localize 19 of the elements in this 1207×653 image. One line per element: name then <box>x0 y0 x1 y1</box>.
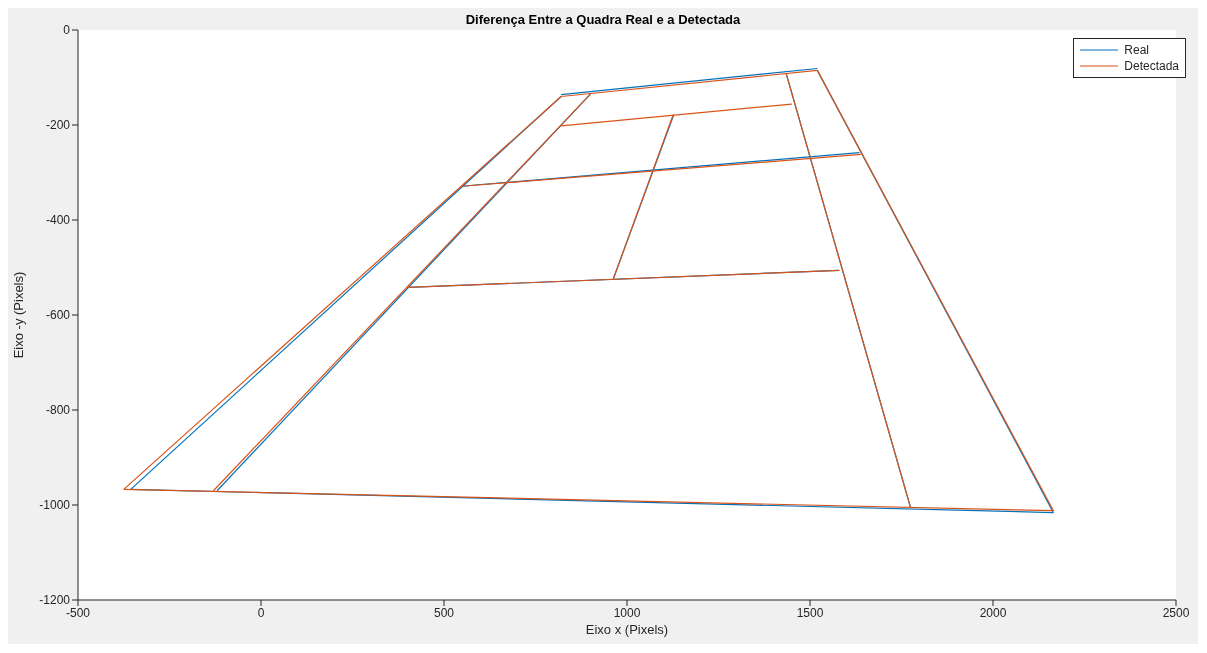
x-tick-label: 2000 <box>979 605 1007 620</box>
x-tick-label: -500 <box>65 605 91 620</box>
y-tick-label: -600 <box>45 308 71 323</box>
y-tick-label: -200 <box>45 118 71 133</box>
chart-title: Diferença Entre a Quadra Real e a Detectada <box>465 12 741 27</box>
y-tick-label: -800 <box>45 403 71 418</box>
x-axis-title: Eixo x (Pixels) <box>585 622 669 637</box>
x-tick-label: 1000 <box>613 605 641 620</box>
x-tick-label: 2500 <box>1162 605 1190 620</box>
y-axis-title: Eixo -y (Pixels) <box>10 271 26 359</box>
y-tick-label: -400 <box>45 213 71 228</box>
x-tick-label: 1500 <box>796 605 824 620</box>
legend-label: Detectada <box>1124 58 1179 74</box>
x-tick-label: 0 <box>257 605 265 620</box>
y-tick-label: -1200 <box>39 593 71 608</box>
y-tick-label: 0 <box>63 23 71 38</box>
y-tick-label: -1000 <box>39 498 71 513</box>
x-tick-label: 500 <box>433 605 455 620</box>
legend-label: Real <box>1124 42 1149 58</box>
